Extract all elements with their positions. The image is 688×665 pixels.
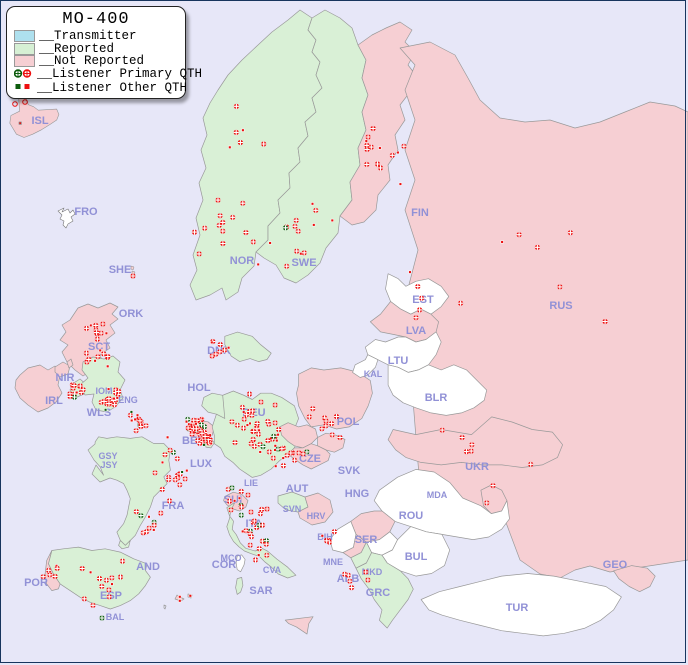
svg-text:SVK: SVK: [338, 465, 361, 477]
svg-text:UKR: UKR: [465, 461, 489, 473]
svg-text:ORK: ORK: [119, 308, 144, 320]
svg-text:POL: POL: [337, 416, 360, 428]
svg-text:HRV: HRV: [307, 511, 326, 521]
svg-text:AND: AND: [136, 561, 160, 573]
svg-text:GEO: GEO: [603, 559, 628, 571]
svg-text:NOR: NOR: [230, 255, 255, 267]
svg-text:MNE: MNE: [323, 557, 343, 567]
svg-text:BAL: BAL: [106, 612, 125, 622]
svg-text:FRO: FRO: [74, 206, 98, 218]
svg-text:ENG: ENG: [118, 395, 138, 405]
svg-text:NIR: NIR: [56, 372, 75, 384]
svg-text:KAL: KAL: [364, 369, 383, 379]
svg-text:MDA: MDA: [427, 490, 448, 500]
svg-text:LVA: LVA: [406, 325, 426, 337]
svg-text:LTU: LTU: [388, 355, 409, 367]
svg-text:RUS: RUS: [549, 300, 572, 312]
svg-text:FIN: FIN: [411, 207, 429, 219]
svg-text:LUX: LUX: [190, 458, 213, 470]
svg-text:GRC: GRC: [366, 587, 391, 599]
svg-text:JSY: JSY: [100, 460, 117, 470]
svg-text:WLS: WLS: [87, 407, 111, 419]
svg-text:CVA: CVA: [263, 565, 282, 575]
svg-text:COR: COR: [212, 559, 237, 571]
svg-text:SHE: SHE: [109, 264, 132, 276]
svg-text:SAR: SAR: [249, 585, 272, 597]
svg-text:BLR: BLR: [425, 392, 448, 404]
svg-text:LIE: LIE: [244, 478, 258, 488]
svg-text:SWE: SWE: [291, 257, 316, 269]
svg-text:ROU: ROU: [399, 510, 424, 522]
svg-text:AUT: AUT: [286, 483, 309, 495]
svg-text:BUL: BUL: [405, 551, 428, 563]
svg-text:SVN: SVN: [283, 504, 302, 514]
svg-text:IOM: IOM: [96, 386, 113, 396]
svg-text:IRL: IRL: [45, 395, 63, 407]
svg-text:TUR: TUR: [506, 602, 529, 614]
svg-text:ISL: ISL: [31, 115, 48, 127]
svg-text:HOL: HOL: [187, 382, 211, 394]
svg-text:SER: SER: [355, 534, 378, 546]
svg-text:HNG: HNG: [345, 488, 369, 500]
svg-text:FRA: FRA: [162, 500, 185, 512]
